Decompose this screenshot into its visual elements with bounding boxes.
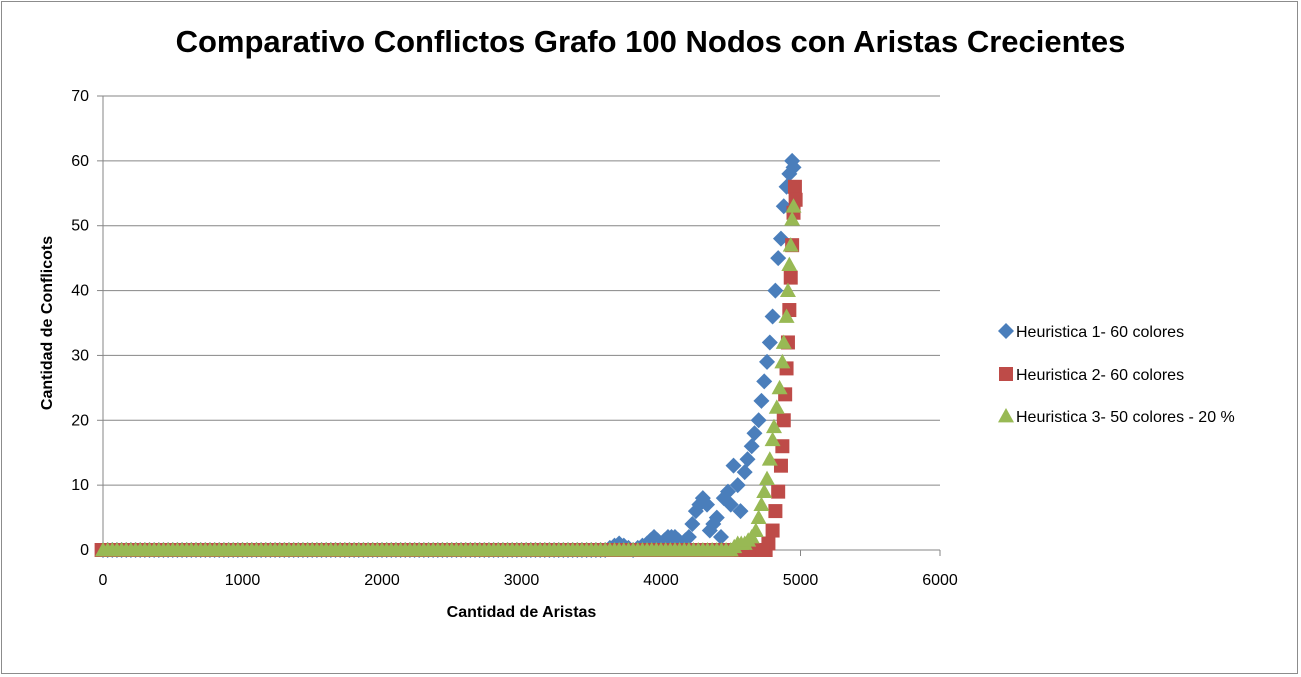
- data-point: [761, 334, 778, 351]
- x-tick-label: 6000: [922, 572, 958, 589]
- data-point: [771, 379, 788, 395]
- data-point: [736, 464, 753, 481]
- legend-marker-1: [998, 323, 1014, 339]
- data-point: [768, 504, 783, 519]
- y-tick-label: 0: [80, 542, 89, 559]
- y-tick-label: 10: [71, 477, 89, 494]
- y-axis-title: Cantidad de Conflicots: [39, 236, 56, 410]
- data-point: [779, 282, 796, 297]
- data-point: [771, 484, 786, 499]
- data-point: [750, 509, 767, 524]
- x-tick-label: 1000: [225, 572, 261, 589]
- data-point: [759, 353, 776, 370]
- data-point: [732, 503, 749, 520]
- x-tick-label: 2000: [364, 572, 400, 589]
- data-point: [753, 392, 770, 409]
- y-tick-label: 20: [71, 412, 89, 429]
- data-point: [764, 308, 781, 325]
- legend-marker-3: [998, 408, 1014, 423]
- data-point: [776, 413, 791, 428]
- data-point: [756, 483, 773, 499]
- y-tick-label: 50: [71, 218, 89, 235]
- data-point: [712, 529, 729, 546]
- data-point-interp: [691, 496, 708, 513]
- data-point: [770, 250, 787, 267]
- legend-label-1: Heuristica 1- 60 colores: [1016, 324, 1184, 341]
- chart-title: Comparativo Conflictos Grafo 100 Nodos c…: [175, 24, 1126, 59]
- data-point-interp: [684, 516, 701, 533]
- data-point: [725, 457, 742, 474]
- x-tick-label: 4000: [643, 572, 679, 589]
- data-point: [783, 270, 798, 285]
- data-point-interp: [705, 516, 722, 533]
- legend-marker-2: [999, 367, 1013, 381]
- data-point: [787, 179, 802, 194]
- data-point: [729, 477, 746, 494]
- data-point: [764, 431, 781, 447]
- gridlines: [103, 95, 940, 486]
- data-point: [746, 425, 763, 442]
- data-point-interp: [740, 532, 757, 547]
- data-point: [767, 282, 784, 299]
- y-tick-label: 30: [71, 347, 89, 364]
- data-point: [761, 451, 778, 466]
- x-tick-label: 0: [99, 572, 108, 589]
- data-point: [719, 483, 736, 500]
- data-point: [773, 458, 788, 473]
- data-point: [778, 308, 795, 323]
- data-point: [765, 523, 780, 538]
- y-tick-label: 40: [71, 283, 89, 300]
- data-point: [759, 470, 776, 486]
- data-point: [765, 418, 782, 434]
- data-point: [784, 211, 801, 226]
- data-point: [750, 412, 767, 429]
- data-point: [782, 237, 799, 252]
- data-point: [747, 522, 764, 537]
- data-point: [739, 451, 756, 468]
- data-point: [775, 334, 792, 349]
- legend-label-3: Heuristica 3- 50 colores - 20 %: [1016, 409, 1235, 426]
- data-point: [774, 353, 791, 369]
- legend-label-2: Heuristica 2- 60 colores: [1016, 367, 1184, 384]
- data-point: [753, 496, 770, 511]
- data-point: [775, 439, 790, 454]
- data-point: [743, 438, 760, 455]
- data-point: [772, 230, 789, 247]
- data-point: [781, 256, 798, 272]
- tick-labels: 0 10 20 30 40 50 60 70 0 1000 2000 3000 4000 5000 6000: [71, 88, 958, 589]
- data-point: [768, 399, 785, 414]
- y-tick-label: 70: [71, 88, 89, 105]
- data-marks: [94, 152, 803, 558]
- data-point: [785, 159, 802, 176]
- axes: [97, 95, 941, 556]
- data-point: [756, 373, 773, 390]
- x-tick-label: 5000: [783, 572, 819, 589]
- x-tick-label: 3000: [504, 572, 540, 589]
- data-point: [785, 198, 802, 213]
- y-tick-label: 60: [71, 153, 89, 170]
- legend: Heuristica 1- 60 colores Heuristica 2- 60…: [998, 323, 1235, 426]
- data-point: [722, 496, 739, 513]
- series-3: [95, 198, 802, 557]
- data-point-interp: [755, 543, 770, 557]
- x-axis-title: Cantidad de Aristas: [447, 604, 597, 621]
